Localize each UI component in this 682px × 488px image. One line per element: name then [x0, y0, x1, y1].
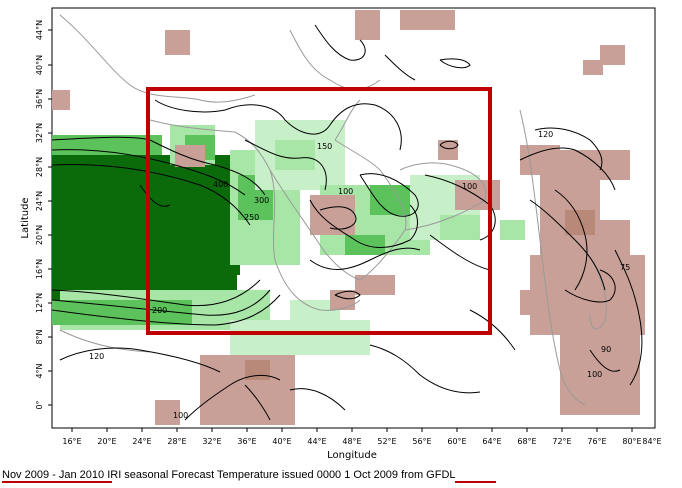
x-tick-label: 24°E: [132, 437, 151, 446]
contour-label: 100: [338, 187, 353, 196]
x-axis: 16°E 20°E 24°E 28°E 32°E 36°E 40°E 44°E …: [62, 428, 662, 461]
x-tick-label: 52°E: [377, 437, 396, 446]
contour-labels: 150 100 400 300 250 100 120 75 200 90 10…: [89, 130, 630, 420]
y-tick-label: 4°N: [35, 363, 44, 378]
y-tick-label: 20°N: [35, 225, 44, 245]
y-tick-label: 36°N: [35, 89, 44, 109]
y-tick-label: 12°N: [35, 293, 44, 313]
contour-label: 100: [173, 411, 188, 420]
x-tick-label: 48°E: [342, 437, 361, 446]
figure-caption: Nov 2009 - Jan 2010 IRI seasonal Forecas…: [2, 469, 456, 481]
y-tick-label: 44°N: [35, 20, 44, 40]
contour-label: 300: [254, 196, 269, 205]
y-tick-label: 8°N: [35, 329, 44, 344]
x-tick-label: 68°E: [517, 437, 536, 446]
x-tick-label: 44°E: [307, 437, 326, 446]
y-tick-label: 16°N: [35, 259, 44, 279]
x-tick-label: 20°E: [97, 437, 116, 446]
caption-middle: IRI seasonal Forecast Temperature issued…: [104, 469, 427, 481]
contour-label: 250: [244, 213, 259, 222]
y-tick-label: 32°N: [35, 123, 44, 143]
x-tick-label: 36°E: [237, 437, 256, 446]
below-normal-shading: [52, 10, 645, 425]
contour-label: 100: [462, 182, 477, 191]
caption-source: GFDL: [426, 469, 456, 481]
caption-period: Nov 2009 - Jan 2010: [2, 469, 105, 481]
y-tick-label: 0°: [35, 400, 44, 409]
x-tick-label: 84°E: [642, 437, 661, 446]
y-tick-label: 40°N: [35, 55, 44, 75]
x-tick-label: 28°E: [167, 437, 186, 446]
contour-label: 90: [601, 345, 611, 354]
x-tick-label: 72°E: [552, 437, 571, 446]
contour-label: 400: [213, 180, 228, 189]
contour-label: 120: [538, 130, 553, 139]
contour-label: 100: [587, 370, 602, 379]
contour-label: 150: [317, 142, 332, 151]
region-highlight-box: [146, 87, 492, 335]
y-tick-label: 24°N: [35, 191, 44, 211]
x-axis-title: Longitude: [327, 450, 377, 461]
x-tick-label: 40°E: [272, 437, 291, 446]
x-tick-label: 16°E: [62, 437, 81, 446]
y-tick-label: 28°N: [35, 157, 44, 177]
contour-label: 75: [620, 263, 630, 272]
x-tick-label: 80°E: [622, 437, 641, 446]
contour-label: 120: [89, 352, 104, 361]
contour-label: 200: [152, 306, 167, 315]
x-tick-label: 76°E: [587, 437, 606, 446]
x-tick-label: 32°E: [202, 437, 221, 446]
x-tick-label: 56°E: [412, 437, 431, 446]
y-axis-title: Latitude: [20, 197, 31, 238]
x-tick-label: 64°E: [482, 437, 501, 446]
contours: [52, 24, 643, 421]
x-tick-label: 60°E: [447, 437, 466, 446]
y-axis: 44°N 40°N 36°N 32°N 28°N 24°N 20°N 16°N …: [20, 20, 52, 410]
